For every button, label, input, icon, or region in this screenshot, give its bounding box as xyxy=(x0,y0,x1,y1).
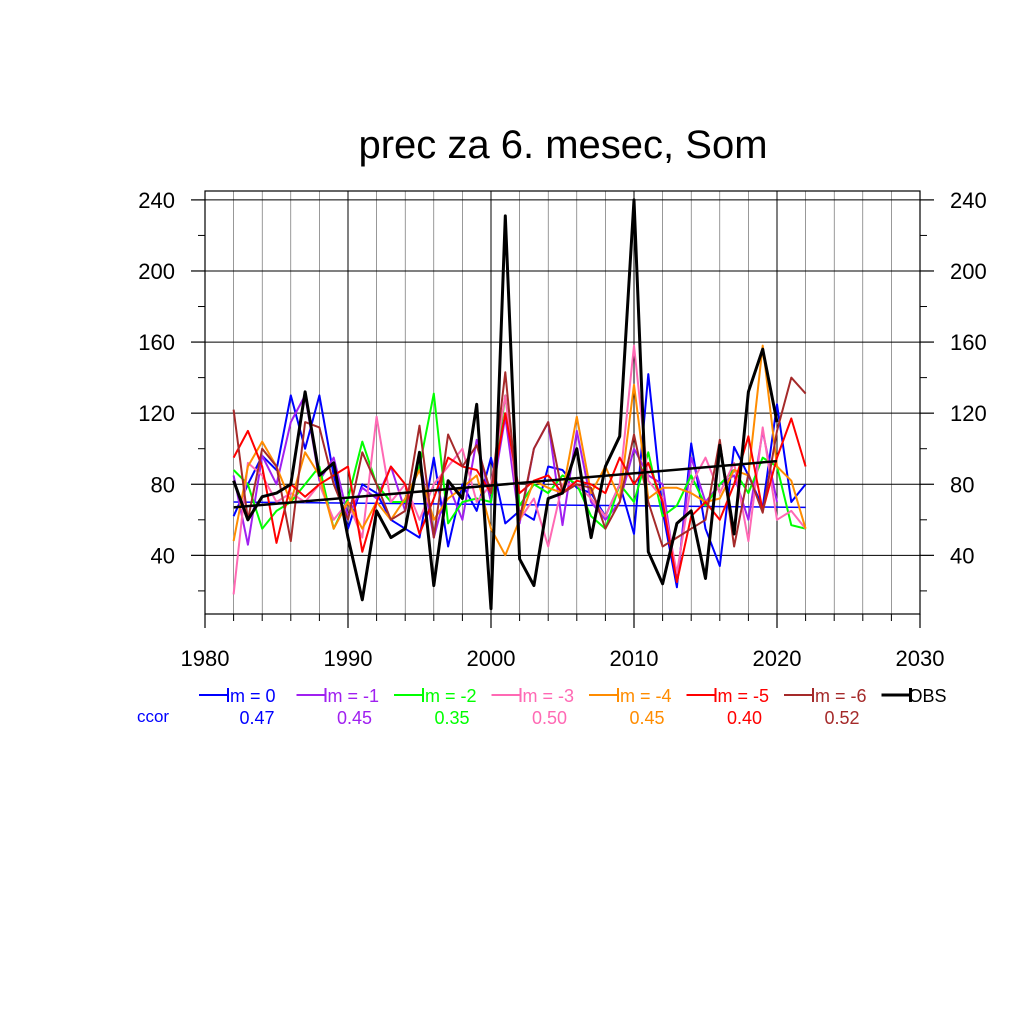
legend-label: lm = -6 xyxy=(811,686,867,706)
y-tick-label-left: 160 xyxy=(138,330,175,355)
x-tick-label: 2020 xyxy=(753,646,802,671)
chart-title: prec za 6. mesec, Som xyxy=(358,123,767,167)
ccor-value: 0.47 xyxy=(239,708,274,728)
ccor-label: ccor xyxy=(137,707,169,726)
y-tick-label-left: 40 xyxy=(151,543,175,568)
y-tick-label-left: 120 xyxy=(138,401,175,426)
y-tick-label-left: 240 xyxy=(138,188,175,213)
trend-line xyxy=(233,459,778,509)
x-tick-label: 1980 xyxy=(181,646,230,671)
legend-label: lm = -5 xyxy=(714,686,770,706)
series-line xyxy=(232,198,779,611)
ccor-value: 0.45 xyxy=(337,708,372,728)
ccor-value: 0.50 xyxy=(532,708,567,728)
plot-frame xyxy=(204,190,921,615)
x-tick-label: 2030 xyxy=(896,646,945,671)
legend-label: lm = -4 xyxy=(616,686,672,706)
ccor-value: 0.45 xyxy=(629,708,664,728)
ccor-value: 0.35 xyxy=(434,708,469,728)
ccor-value: 0.40 xyxy=(727,708,762,728)
series-layer xyxy=(232,198,807,611)
legend-label: OBS xyxy=(909,686,947,706)
x-tick-label: 1990 xyxy=(324,646,373,671)
y-tick-label-left: 80 xyxy=(151,472,175,497)
legend-label: lm = 0 xyxy=(226,686,276,706)
y-tick-label-right: 120 xyxy=(950,401,987,426)
y-tick-label-right: 200 xyxy=(950,259,987,284)
legend-label: lm = -1 xyxy=(324,686,380,706)
y-tick-label-right: 240 xyxy=(950,188,987,213)
x-tick-label: 2010 xyxy=(610,646,659,671)
legend-label: lm = -3 xyxy=(519,686,575,706)
y-tick-label-right: 80 xyxy=(950,472,974,497)
y-tick-label-right: 160 xyxy=(950,330,987,355)
axes: 1980 1990 2000 2010 2020 2030 40 40 80 80 120 120 16… xyxy=(138,188,986,671)
legend-label: lm = -2 xyxy=(421,686,477,706)
x-tick-label: 2000 xyxy=(467,646,516,671)
series-line xyxy=(232,412,807,583)
ccor-value: 0.52 xyxy=(824,708,859,728)
y-tick-label-left: 200 xyxy=(138,259,175,284)
y-tick-label-right: 40 xyxy=(950,543,974,568)
